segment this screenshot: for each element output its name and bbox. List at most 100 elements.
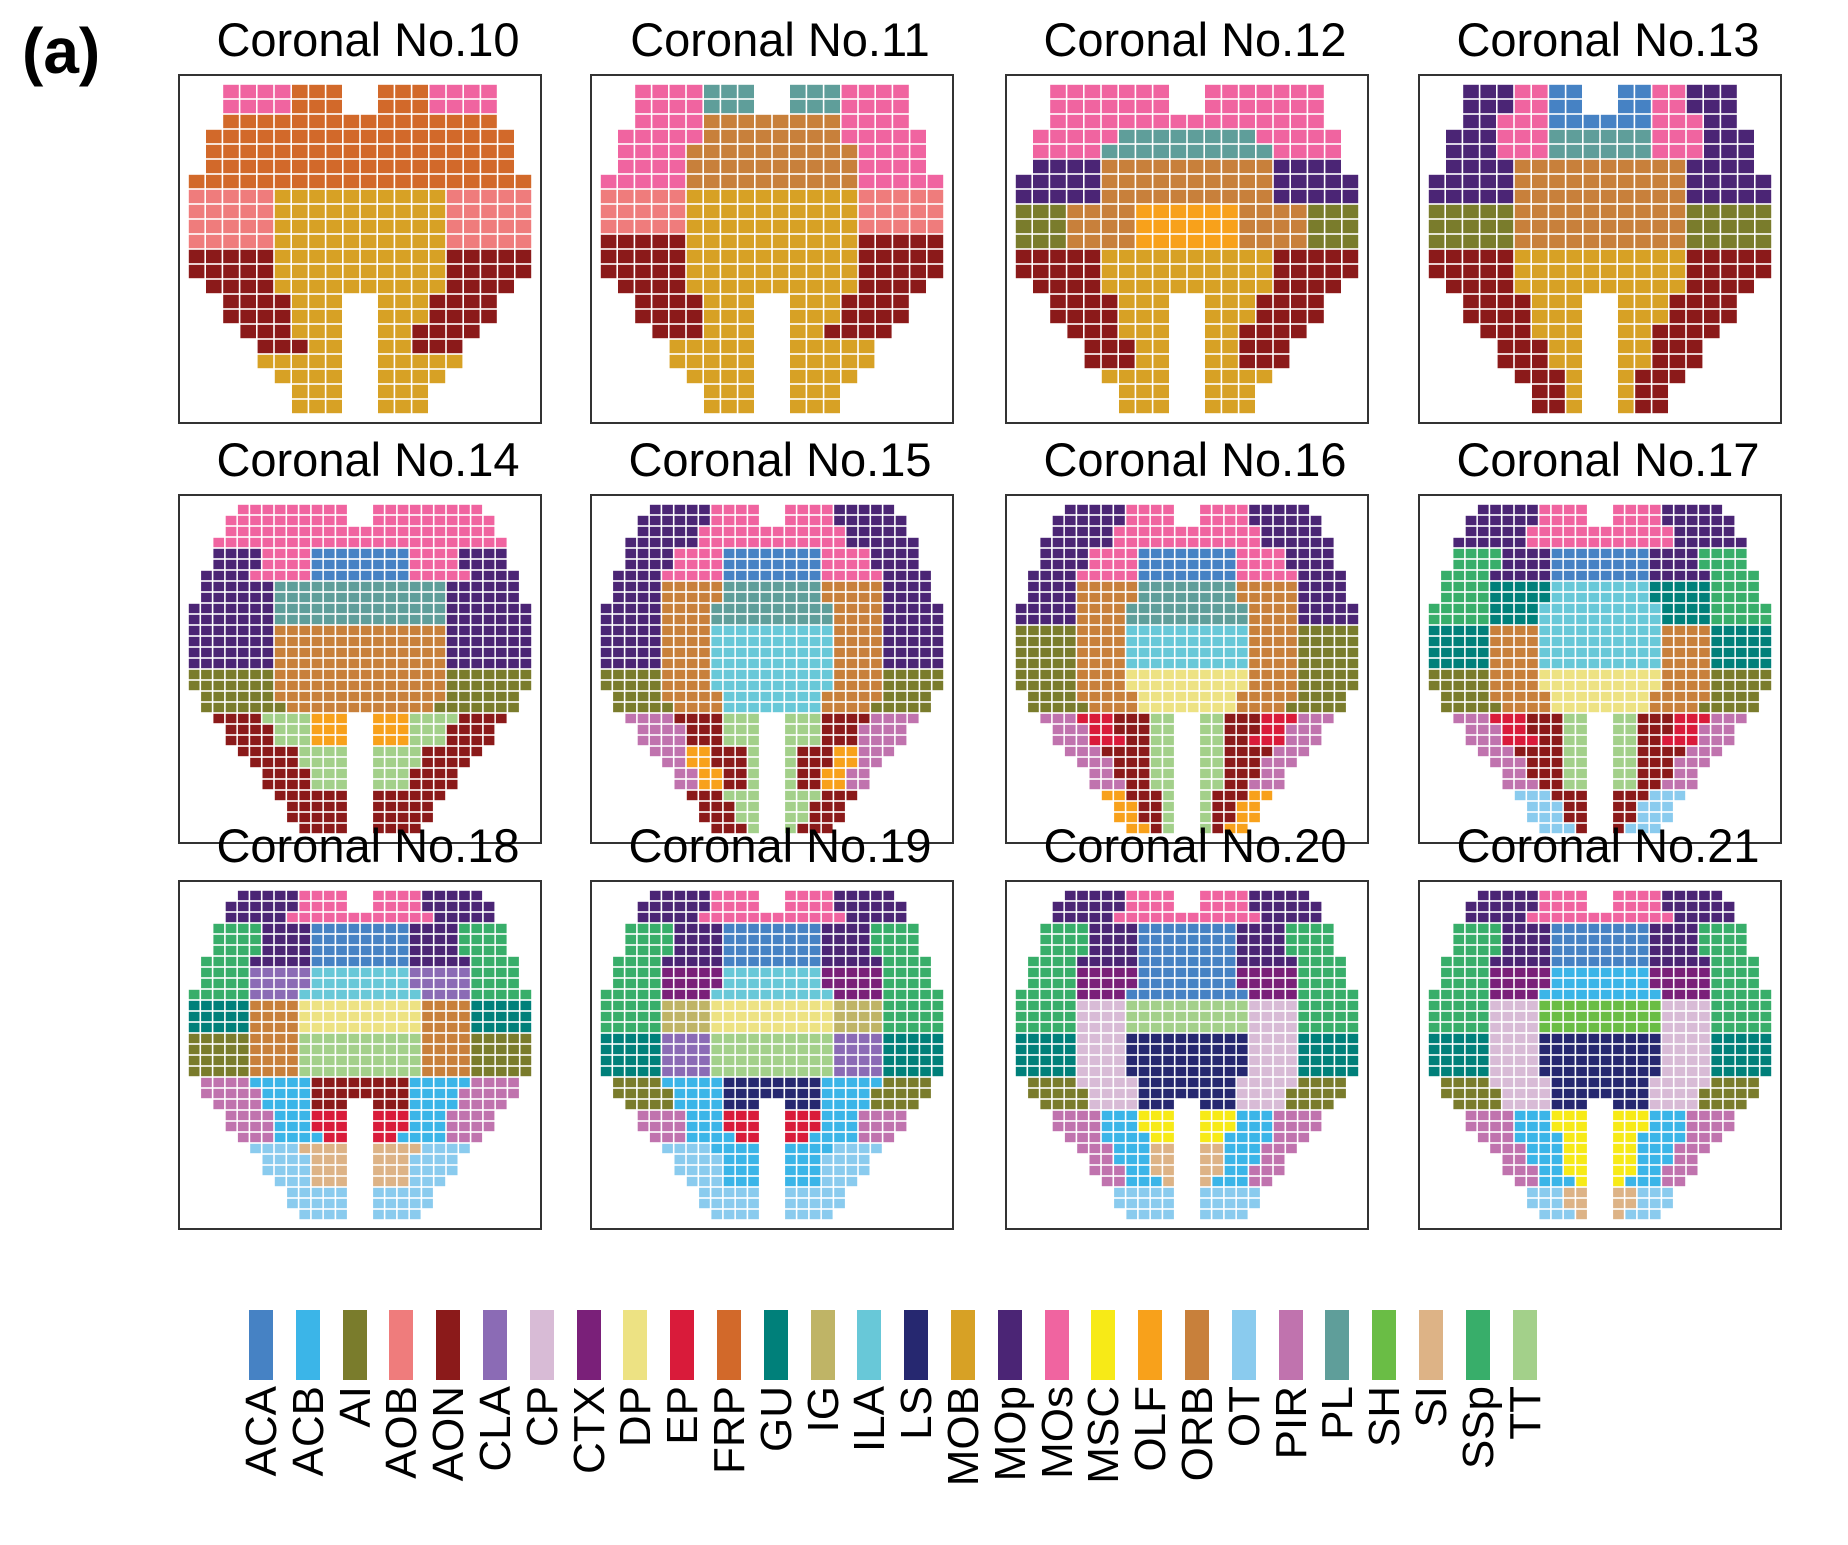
voxel-orb: [336, 647, 347, 658]
voxel-ila: [1613, 625, 1624, 636]
voxel-mob: [1618, 324, 1634, 339]
voxel-ep: [1089, 724, 1101, 735]
voxel-aca: [1138, 559, 1150, 570]
voxel-aon: [237, 746, 249, 757]
voxel-mos: [1539, 515, 1551, 526]
voxel-orb: [674, 592, 686, 603]
voxel-ai: [1721, 234, 1737, 249]
voxel-mos: [635, 99, 651, 114]
voxel-mop: [1662, 515, 1673, 526]
voxel-pl: [299, 614, 311, 625]
voxel-frp: [223, 144, 239, 159]
voxel-frp: [446, 144, 463, 159]
voxel-mob: [292, 234, 308, 249]
voxel-tt: [760, 1033, 772, 1044]
voxel-mop: [1064, 504, 1076, 515]
voxel-mob: [360, 279, 377, 294]
voxel-pl: [1200, 614, 1211, 625]
voxel-mob: [1222, 399, 1238, 414]
voxel-mos: [785, 890, 796, 901]
voxel-mob: [1222, 309, 1238, 324]
voxel-aca: [1175, 559, 1187, 570]
voxel-tt: [397, 1044, 409, 1055]
voxel-mos: [323, 890, 335, 901]
voxel-aon: [1463, 279, 1479, 294]
voxel-mob: [1618, 369, 1634, 384]
voxel-orb: [858, 636, 870, 647]
voxel-mos: [893, 159, 909, 174]
voxel-orb: [1649, 702, 1661, 713]
voxel-aon: [1686, 264, 1703, 279]
voxel-pir: [674, 757, 686, 768]
voxel-orb: [1101, 636, 1113, 647]
voxel-orb: [397, 680, 409, 691]
voxel-aon: [1273, 324, 1290, 339]
voxel-tt: [1563, 779, 1575, 790]
voxel-orb: [1635, 189, 1651, 204]
voxel-tt: [1625, 768, 1637, 779]
voxel-mos: [1236, 559, 1248, 570]
voxel-mop: [1347, 603, 1359, 614]
voxel-aob: [515, 189, 532, 204]
voxel-olf: [699, 757, 710, 768]
voxel-aon: [481, 294, 497, 309]
voxel-orb: [686, 636, 698, 647]
voxel-ila: [1551, 625, 1563, 636]
voxel-aon: [1637, 713, 1649, 724]
voxel-pir: [662, 713, 673, 724]
voxel-mob: [1514, 264, 1531, 279]
voxel-ot: [1625, 823, 1637, 834]
voxel-gu: [1502, 581, 1514, 592]
voxel-ot: [434, 1154, 446, 1165]
voxel-mop: [250, 658, 261, 669]
voxel-aon: [373, 1077, 384, 1088]
voxel-aca: [336, 570, 347, 581]
voxel-mos: [1089, 570, 1101, 581]
voxel-ssp: [920, 989, 931, 1000]
voxel-olf: [336, 735, 347, 746]
voxel-aca: [785, 923, 796, 934]
voxel-mop: [1310, 526, 1322, 537]
voxel-ai: [213, 1033, 225, 1044]
voxel-mop: [1527, 548, 1538, 559]
voxel-mos: [797, 912, 809, 923]
voxel-mob: [1618, 249, 1634, 264]
voxel-aon: [1514, 746, 1526, 757]
voxel-mop: [459, 890, 470, 901]
voxel-mop: [459, 901, 470, 912]
voxel-mob: [1566, 339, 1582, 354]
voxel-mos: [858, 114, 875, 129]
voxel-aon: [464, 294, 480, 309]
voxel-mos: [821, 901, 833, 912]
voxel-ai: [1015, 204, 1032, 219]
voxel-ssp: [1723, 570, 1735, 581]
voxel-mob: [790, 384, 806, 399]
voxel-mop: [1721, 99, 1737, 114]
voxel-mos: [635, 114, 651, 129]
voxel-ot: [385, 1187, 397, 1198]
voxel-olf: [846, 757, 858, 768]
voxel-ssp: [237, 934, 249, 945]
voxel-pir: [871, 724, 882, 735]
voxel-ai: [1463, 234, 1479, 249]
voxel-ig: [699, 1022, 710, 1033]
voxel-mos: [373, 515, 384, 526]
voxel-mob: [704, 219, 720, 234]
voxel-aob: [618, 189, 634, 204]
voxel-mos: [1576, 515, 1587, 526]
voxel-mos: [760, 912, 772, 923]
voxel-ssp: [1748, 570, 1759, 581]
voxel-frp: [309, 99, 325, 114]
voxel-ai: [1028, 658, 1039, 669]
voxel-mop: [434, 934, 446, 945]
voxel-pir: [1490, 746, 1501, 757]
voxel-mob: [1222, 369, 1238, 384]
voxel-mop: [613, 592, 624, 603]
voxel-mop: [1721, 129, 1737, 144]
voxel-ep: [1674, 724, 1686, 735]
voxel-orb: [1077, 581, 1088, 592]
voxel-ssp: [495, 967, 507, 978]
voxel-ila: [1588, 581, 1600, 592]
voxel-frp: [309, 144, 325, 159]
voxel-orb: [360, 658, 372, 669]
